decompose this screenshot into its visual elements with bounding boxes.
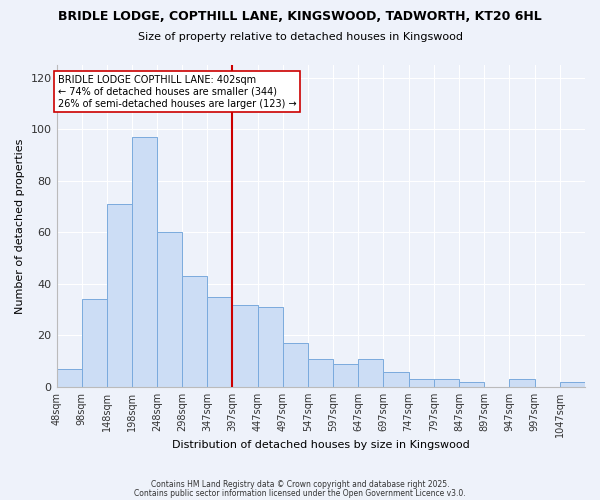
Bar (107, 204, 132, 387)
Y-axis label: Number of detached properties: Number of detached properties (15, 138, 25, 314)
Bar (82, 300, 107, 387)
Bar (56, 369, 82, 387)
Bar (232, 304, 257, 387)
Bar (409, 380, 434, 387)
X-axis label: Distribution of detached houses by size in Kingswood: Distribution of detached houses by size … (172, 440, 470, 450)
Bar (358, 358, 383, 387)
Bar (383, 372, 409, 387)
Bar (308, 358, 333, 387)
Bar (434, 380, 459, 387)
Bar (560, 382, 585, 387)
Text: Contains public sector information licensed under the Open Government Licence v3: Contains public sector information licen… (134, 490, 466, 498)
Bar (333, 364, 358, 387)
Bar (283, 343, 308, 387)
Bar (257, 307, 283, 387)
Text: Size of property relative to detached houses in Kingswood: Size of property relative to detached ho… (137, 32, 463, 42)
Bar (207, 297, 232, 387)
Bar (132, 137, 157, 387)
Text: BRIDLE LODGE COPTHILL LANE: 402sqm
← 74% of detached houses are smaller (344)
26: BRIDLE LODGE COPTHILL LANE: 402sqm ← 74%… (58, 76, 296, 108)
Bar (459, 382, 484, 387)
Bar (157, 232, 182, 387)
Bar (182, 276, 207, 387)
Bar (509, 380, 535, 387)
Text: BRIDLE LODGE, COPTHILL LANE, KINGSWOOD, TADWORTH, KT20 6HL: BRIDLE LODGE, COPTHILL LANE, KINGSWOOD, … (58, 10, 542, 23)
Text: Contains HM Land Registry data © Crown copyright and database right 2025.: Contains HM Land Registry data © Crown c… (151, 480, 449, 489)
